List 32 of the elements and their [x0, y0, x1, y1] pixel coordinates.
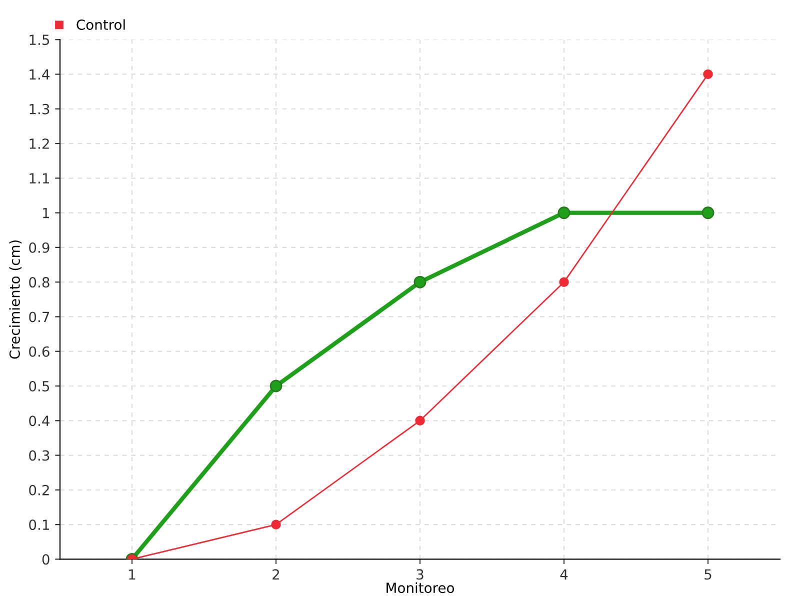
x-tick-label: 5 — [704, 569, 712, 580]
y-tick-label: 0.1 — [29, 520, 49, 530]
y-tick-label: 0.9 — [29, 242, 50, 253]
y-tick-label: 1.3 — [30, 104, 50, 114]
y-axis-title: Crecimiento (cm) — [9, 240, 22, 359]
y-tick-label: 1.1 — [30, 173, 49, 184]
y-tick-label: 0.8 — [29, 277, 50, 288]
x-tick-label: 3 — [416, 569, 424, 580]
x-tick-label: 2 — [272, 569, 280, 580]
y-tick-label: 0.2 — [29, 484, 49, 496]
point — [271, 520, 281, 530]
y-tick-label: 1.2 — [30, 138, 49, 149]
point — [415, 416, 425, 426]
x-tick-label: 4 — [560, 569, 568, 580]
y-tick-label: 0.6 — [29, 346, 50, 357]
x-tick-label: 1 — [129, 569, 136, 580]
point — [559, 277, 569, 287]
y-tick-label: 1 — [42, 208, 49, 218]
x-axis-title: Monitoreo — [386, 582, 454, 594]
legend-label: Control — [76, 19, 125, 30]
point — [702, 206, 714, 220]
y-tick-label: 0 — [42, 554, 50, 565]
y-tick-label: 1.5 — [30, 34, 50, 46]
y-tick-label: 0.7 — [29, 312, 50, 322]
point — [414, 276, 426, 288]
y-tick-label: 0.4 — [29, 416, 50, 426]
y-tick-label: 0.3 — [29, 450, 50, 461]
point — [558, 206, 570, 220]
y-tick-label: 0.5 — [29, 380, 50, 392]
point — [270, 380, 282, 392]
point — [703, 69, 713, 80]
y-tick-label: 1.4 — [30, 69, 50, 80]
